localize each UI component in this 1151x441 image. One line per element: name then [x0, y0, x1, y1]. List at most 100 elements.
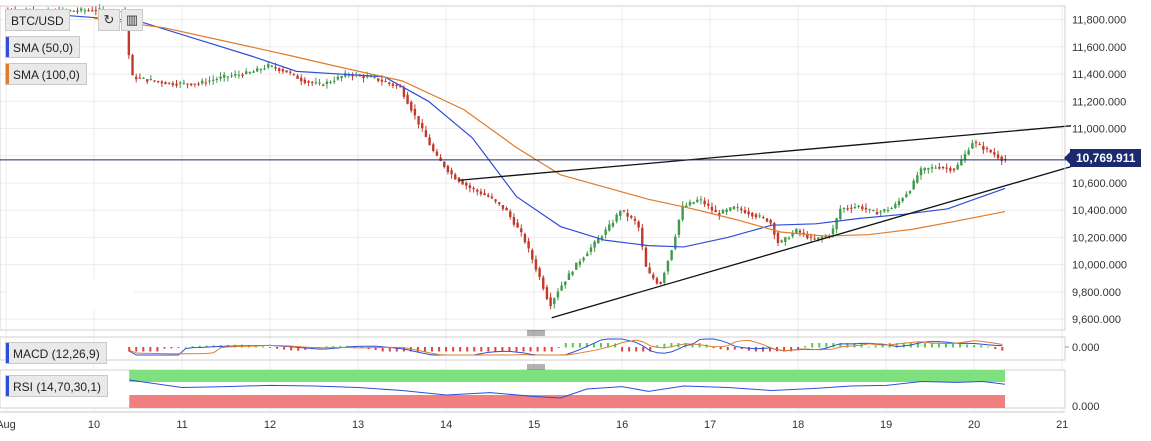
candle-body	[215, 79, 219, 81]
candle-body	[182, 82, 186, 84]
candle-body	[421, 123, 424, 129]
candle-body	[142, 77, 145, 79]
macd-bar	[1001, 347, 1004, 351]
candle-body	[347, 74, 351, 76]
candle-body	[842, 208, 846, 210]
macd-bar	[395, 347, 398, 352]
candle-body	[897, 200, 901, 206]
candle-body	[765, 218, 769, 222]
macd-bar	[543, 347, 546, 352]
candle-body	[278, 68, 281, 71]
candle-body	[160, 81, 164, 84]
macd-bar	[663, 343, 666, 348]
candle-body	[538, 268, 541, 277]
y-tick-label: 10,600.000	[1072, 178, 1127, 190]
macd-bar	[128, 347, 131, 352]
sma100-swatch	[6, 64, 9, 84]
rsi-label[interactable]: RSI (14,70,30,1)	[5, 375, 109, 397]
sma50-text: SMA (50,0)	[13, 41, 74, 55]
moving-averages	[49, 13, 1006, 248]
candle-body	[380, 79, 384, 82]
candle-body	[307, 81, 310, 83]
candle-body	[241, 74, 244, 76]
rsi-oversold-band	[129, 395, 1005, 408]
rsi-value: 0.000	[1072, 401, 1100, 413]
candle-body	[388, 82, 391, 84]
candle-body	[219, 76, 222, 79]
candle-body	[864, 207, 868, 210]
macd-label[interactable]: MACD (12,26,9)	[5, 342, 107, 364]
candle-body	[575, 262, 578, 270]
candle-body	[688, 202, 692, 206]
candle-body	[611, 222, 615, 227]
macd-bar	[283, 347, 286, 350]
candle-body	[186, 83, 189, 85]
candle-body	[1000, 156, 1003, 161]
candle-body	[461, 180, 464, 185]
macd-bar	[135, 347, 138, 352]
candle-body	[468, 185, 472, 189]
x-tick-label: 10	[88, 419, 100, 431]
candle-body	[571, 271, 574, 275]
candle-body	[751, 212, 754, 217]
candle-body	[292, 73, 296, 75]
refresh-icon[interactable]: ↻	[98, 9, 120, 31]
x-tick-label: 21	[1056, 419, 1068, 431]
macd-bar	[599, 343, 602, 348]
candle-body	[435, 151, 439, 156]
macd-bar	[585, 343, 588, 348]
candles-icon[interactable]: ▥	[121, 9, 143, 31]
candle-body	[567, 273, 571, 280]
macd-bar	[642, 347, 645, 352]
sma100-text: SMA (100,0)	[13, 68, 80, 82]
candle-body	[454, 174, 457, 180]
macd-bar	[973, 345, 976, 348]
candle-body	[674, 236, 677, 249]
candle-body	[773, 223, 776, 235]
candle-body	[252, 71, 255, 73]
macd-bar	[776, 347, 779, 352]
candle-body	[472, 187, 475, 190]
candle-body	[582, 257, 585, 261]
candle-body	[490, 196, 494, 199]
candle-body	[795, 228, 798, 234]
candle-body	[476, 189, 479, 192]
sma100-label[interactable]: SMA (100,0)	[5, 63, 87, 85]
x-tick-label: 19	[880, 419, 892, 431]
candle-body	[666, 260, 670, 272]
candle-body	[784, 237, 787, 242]
macd-bar	[804, 345, 807, 348]
main-panel-frame	[0, 5, 1066, 331]
macd-bar	[416, 347, 419, 352]
candle-body	[527, 241, 530, 249]
candle-body	[76, 10, 79, 12]
candle-body	[769, 219, 772, 224]
candle-body	[740, 208, 743, 211]
candle-body	[619, 211, 622, 216]
macd-bar	[621, 347, 624, 352]
macd-bar	[515, 347, 518, 352]
candle-body	[127, 27, 131, 56]
macd-bar	[487, 347, 490, 352]
sma50-label[interactable]: SMA (50,0)	[5, 36, 81, 58]
candle-body	[424, 130, 428, 138]
x-tick-label: 17	[704, 419, 716, 431]
candle-body	[256, 68, 259, 72]
candle-body	[457, 177, 461, 182]
macd-bar	[473, 347, 476, 352]
candle-body	[861, 206, 864, 210]
candle-body	[747, 211, 750, 215]
macd-bar	[550, 347, 553, 352]
macd-bar	[607, 343, 610, 348]
candle-body	[875, 212, 879, 215]
candle-body	[681, 205, 684, 220]
candle-body	[230, 75, 233, 77]
macd-bar	[431, 347, 433, 352]
candle-body	[586, 253, 589, 257]
candle-body	[982, 146, 985, 150]
candle-body	[94, 10, 98, 12]
macd-bar	[719, 347, 722, 350]
symbol-label[interactable]: BTC/USD	[5, 9, 70, 31]
candle-body	[908, 191, 912, 194]
macd-bar	[339, 345, 342, 348]
